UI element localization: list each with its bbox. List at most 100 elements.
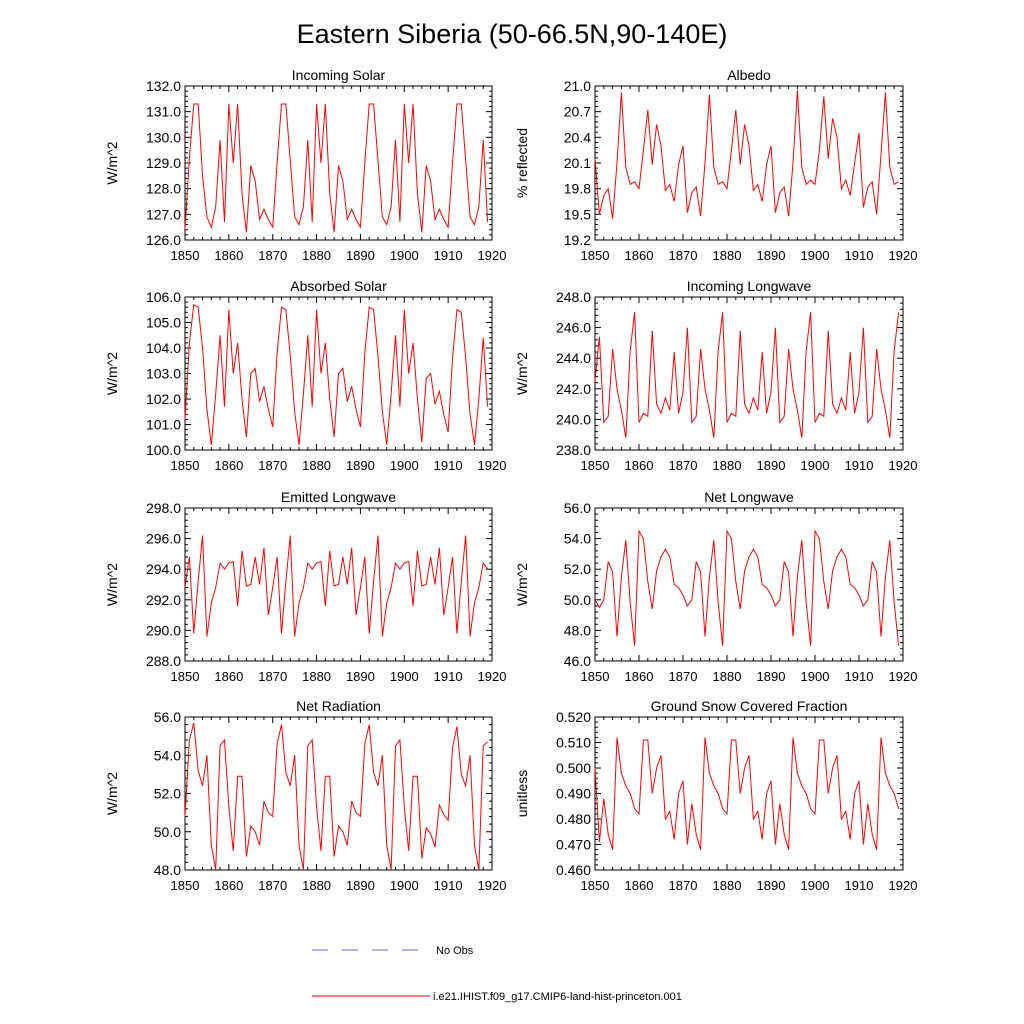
y-tick-label: 129.0 — [146, 155, 181, 171]
series-line — [184, 722, 488, 871]
y-axis-label: W/m^2 — [514, 352, 530, 395]
y-tick-label: 132.0 — [146, 78, 181, 94]
series-line — [184, 535, 489, 637]
x-tick-label: 1850 — [581, 458, 610, 473]
y-tick-label: 0.500 — [556, 760, 591, 776]
x-tick-label: 1880 — [713, 878, 742, 893]
plot-frame — [184, 716, 493, 871]
x-tick-label: 1860 — [625, 458, 654, 473]
panel-incoming-longwave: Incoming Longwave W/m^2 1850 1860 1870 1880 18… — [514, 278, 917, 473]
x-tick-label: 1850 — [581, 878, 610, 893]
x-tick-label: 1870 — [669, 669, 698, 684]
y-tick-label: 290.0 — [146, 622, 181, 638]
series-line — [184, 103, 489, 233]
x-tick-label: 1870 — [258, 669, 287, 684]
y-tick-label: 102.0 — [146, 391, 181, 407]
x-tick-label: 1910 — [434, 248, 463, 263]
x-tick-label: 1900 — [801, 248, 830, 263]
x-tick-label: 1880 — [302, 458, 331, 473]
x-tick-label: 1890 — [346, 878, 375, 893]
x-tick-label: 1880 — [713, 458, 742, 473]
y-tick-label: 56.0 — [564, 500, 591, 516]
y-tick-label: 52.0 — [154, 786, 181, 802]
legend: No Obs i.e21.IHIST.f09_g17.CMIP6-land-hi… — [312, 945, 682, 1003]
x-tick-label: 1850 — [171, 878, 200, 893]
y-tick-label: 296.0 — [146, 531, 181, 547]
y-axis-label: % reflected — [514, 128, 530, 198]
plot-frame — [184, 85, 493, 241]
panel-title: Net Radiation — [296, 698, 381, 714]
x-tick-label: 1870 — [669, 458, 698, 473]
x-tick-label: 1900 — [390, 878, 419, 893]
x-tick-label: 1910 — [434, 878, 463, 893]
y-tick-label: 48.0 — [154, 862, 181, 878]
x-tick-label: 1870 — [669, 878, 698, 893]
panel-title: Ground Snow Covered Fraction — [651, 698, 848, 714]
y-tick-label: 20.1 — [564, 155, 591, 171]
x-tick-label: 1910 — [845, 878, 874, 893]
y-tick-label: 54.0 — [564, 531, 591, 547]
panel-title: Incoming Solar — [292, 67, 386, 83]
y-tick-label: 298.0 — [146, 500, 181, 516]
x-tick-label: 1910 — [434, 458, 463, 473]
x-tick-label: 1860 — [214, 669, 243, 684]
panel-title: Albedo — [727, 67, 771, 83]
x-tick-label: 1890 — [757, 878, 786, 893]
series-line — [594, 312, 900, 438]
x-tick-label: 1860 — [625, 878, 654, 893]
y-tick-label: 248.0 — [556, 289, 591, 305]
x-tick-label: 1880 — [713, 248, 742, 263]
x-tick-label: 1850 — [171, 669, 200, 684]
y-tick-label: 242.0 — [556, 381, 591, 397]
y-tick-label: 126.0 — [146, 232, 181, 248]
y-tick-label: 19.5 — [564, 206, 591, 222]
y-tick-label: 19.8 — [564, 181, 591, 197]
y-axis-label: W/m^2 — [514, 563, 530, 606]
y-axis-label: W/m^2 — [104, 563, 120, 606]
y-tick-label: 20.4 — [564, 129, 591, 145]
y-tick-label: 46.0 — [564, 653, 591, 669]
y-tick-label: 0.510 — [556, 735, 591, 751]
x-tick-label: 1860 — [625, 248, 654, 263]
panel-incoming-solar: Incoming Solar W/m^2 1850 1860 1870 1880 1890 1… — [104, 67, 506, 263]
y-tick-label: 131.0 — [146, 104, 181, 120]
x-tick-label: 1890 — [757, 458, 786, 473]
y-tick-label: 103.0 — [146, 366, 181, 382]
y-tick-label: 127.0 — [146, 206, 181, 222]
panel-title: Incoming Longwave — [687, 278, 812, 294]
y-tick-label: 246.0 — [556, 320, 591, 336]
x-tick-label: 1890 — [757, 669, 786, 684]
y-tick-label: 106.0 — [146, 289, 181, 305]
y-tick-label: 238.0 — [556, 442, 591, 458]
x-tick-label: 1900 — [390, 458, 419, 473]
x-tick-label: 1900 — [801, 458, 830, 473]
series-line — [594, 737, 900, 850]
x-tick-label: 1900 — [801, 878, 830, 893]
y-axis-label: W/m^2 — [104, 141, 120, 184]
plot-frame — [594, 507, 904, 662]
x-tick-label: 1920 — [889, 458, 918, 473]
plot-frame — [594, 85, 904, 241]
y-tick-label: 294.0 — [146, 561, 181, 577]
x-tick-label: 1880 — [302, 248, 331, 263]
x-tick-label: 1890 — [757, 248, 786, 263]
panel-absorbed-solar: Absorbed Solar W/m^2 1850 1860 1870 1880 1890 1… — [104, 278, 506, 473]
x-tick-label: 1850 — [581, 248, 610, 263]
panels: Incoming Solar W/m^2 1850 1860 1870 1880 1890 1… — [104, 67, 917, 893]
x-tick-label: 1860 — [214, 248, 243, 263]
x-tick-label: 1920 — [889, 248, 918, 263]
y-tick-label: 52.0 — [564, 561, 591, 577]
panel-emitted-longwave: Emitted Longwave W/m^2 1850 1860 1870 1880 189… — [104, 489, 506, 684]
y-tick-label: 244.0 — [556, 350, 591, 366]
x-tick-label: 1870 — [258, 248, 287, 263]
x-tick-label: 1900 — [390, 669, 419, 684]
y-tick-label: 130.0 — [146, 129, 181, 145]
x-tick-label: 1860 — [214, 458, 243, 473]
panel-net-radiation: Net Radiation W/m^2 1850 1860 1870 1880 1890 19… — [104, 698, 506, 893]
x-tick-label: 1870 — [258, 878, 287, 893]
x-tick-label: 1910 — [845, 458, 874, 473]
x-tick-label: 1920 — [889, 878, 918, 893]
y-tick-label: 0.470 — [556, 837, 591, 853]
y-axis-label: W/m^2 — [104, 352, 120, 395]
